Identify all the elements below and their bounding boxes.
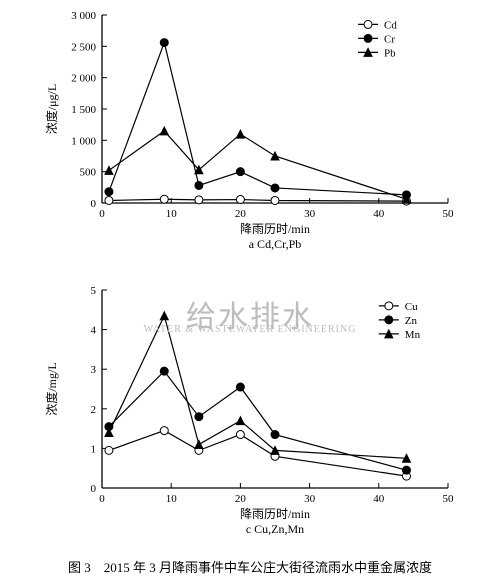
svg-text:Zn: Zn	[405, 315, 418, 327]
chart-panel-a: 0102030405005001 0001 5002 0002 5003 000…	[40, 5, 460, 255]
svg-text:4: 4	[91, 325, 97, 337]
svg-text:40: 40	[373, 208, 385, 220]
svg-text:500: 500	[80, 167, 97, 179]
svg-text:0: 0	[99, 493, 105, 505]
svg-text:3 000: 3 000	[71, 10, 96, 22]
figure-caption: 图 3 2015 年 3 月降雨事件中车公庄大街径流雨水中重金属浓度	[0, 557, 500, 576]
svg-text:2 500: 2 500	[71, 41, 96, 53]
svg-text:降雨历时/min: 降雨历时/min	[240, 507, 310, 521]
svg-text:浓度/mg/L: 浓度/mg/L	[44, 362, 59, 415]
svg-text:降雨历时/min: 降雨历时/min	[240, 222, 310, 236]
svg-text:1 000: 1 000	[71, 135, 96, 147]
svg-text:a Cd,Cr,Pb: a Cd,Cr,Pb	[249, 237, 302, 251]
svg-text:20: 20	[235, 493, 247, 505]
svg-text:浓度/μg/L: 浓度/μg/L	[44, 84, 59, 134]
svg-text:50: 50	[443, 208, 455, 220]
svg-text:1 500: 1 500	[71, 104, 96, 116]
svg-text:5: 5	[91, 285, 97, 297]
svg-text:Mn: Mn	[405, 329, 421, 341]
svg-text:1: 1	[91, 443, 97, 455]
chart-panel-c: 0 10 20 30 40 50 0 1 2 3 4 5 降雨历时/minc Cu,Zn,Mn 浓度/mg…	[40, 280, 460, 540]
svg-text:10: 10	[166, 208, 178, 220]
svg-text:10: 10	[166, 493, 178, 505]
svg-text:30: 30	[304, 208, 316, 220]
svg-text:c Cu,Zn,Mn: c Cu,Zn,Mn	[246, 522, 304, 536]
svg-text:2: 2	[91, 404, 97, 416]
svg-text:20: 20	[235, 208, 247, 220]
svg-text:0: 0	[91, 198, 97, 210]
svg-text:Cd: Cd	[384, 19, 397, 31]
svg-text:2 000: 2 000	[71, 73, 96, 85]
svg-text:50: 50	[443, 493, 455, 505]
svg-text:Cu: Cu	[405, 301, 418, 313]
svg-text:30: 30	[304, 493, 316, 505]
svg-text:0: 0	[99, 208, 105, 220]
svg-text:3: 3	[91, 364, 97, 376]
svg-text:Pb: Pb	[384, 47, 396, 59]
svg-text:0: 0	[91, 483, 97, 495]
svg-text:40: 40	[373, 493, 385, 505]
svg-text:Cr: Cr	[384, 33, 395, 45]
